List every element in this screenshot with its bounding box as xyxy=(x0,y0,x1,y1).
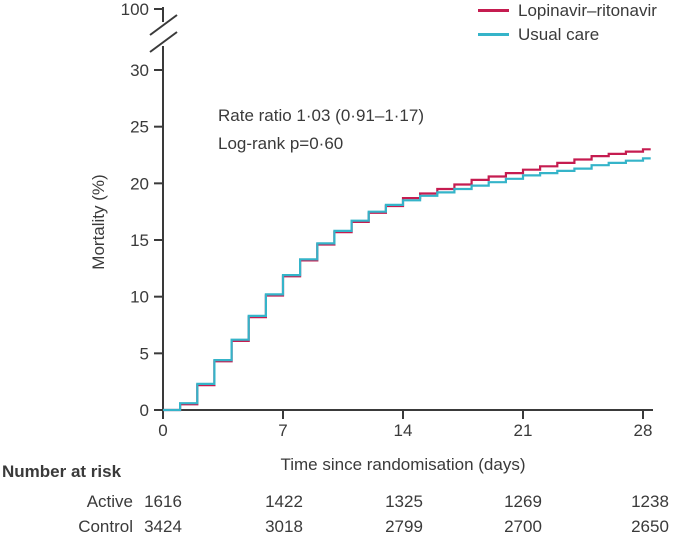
y-tick-label: 15 xyxy=(130,231,149,250)
y-tick-label: 0 xyxy=(140,401,149,420)
legend-label-lopinavir: Lopinavir–ritonavir xyxy=(518,0,657,20)
y-tick-label: 20 xyxy=(130,174,149,193)
lopinavir-curve xyxy=(163,148,651,412)
legend-item-lopinavir: Lopinavir–ritonavir xyxy=(478,0,657,21)
risk-value: 1325 xyxy=(385,492,423,511)
risk-row-active: Active 1616 1422 1325 1269 1238 xyxy=(0,492,680,512)
log-rank-text: Log-rank p=0·60 xyxy=(218,134,344,153)
risk-value: 1269 xyxy=(504,492,542,511)
y-tick-label: 10 xyxy=(130,288,149,307)
risk-value: 3424 xyxy=(144,517,182,536)
y-tick-label: 25 xyxy=(130,118,149,137)
x-tick-label: 28 xyxy=(634,421,653,440)
legend: Lopinavir–ritonavir Usual care xyxy=(478,0,657,45)
legend-label-usual-care: Usual care xyxy=(518,24,600,44)
risk-value: 1238 xyxy=(631,492,669,511)
x-axis-title: Time since randomisation (days) xyxy=(280,455,526,474)
risk-value: 1616 xyxy=(144,492,182,511)
risk-row-control: Control 3424 3018 2799 2700 2650 xyxy=(0,517,680,537)
risk-row-label-active: Active xyxy=(86,492,133,511)
y-tick-label-break: 100 xyxy=(121,0,149,19)
km-chart-canvas: 0 5 10 15 20 25 30 100 0 7 14 21 28 xyxy=(121,0,653,440)
axis-line xyxy=(149,31,178,53)
usual-care-curve xyxy=(163,157,651,412)
risk-value: 2650 xyxy=(631,517,669,536)
usual-care-line-swatch xyxy=(478,33,509,36)
y-tick-label: 5 xyxy=(140,344,149,363)
lopinavir-line-swatch xyxy=(478,9,509,12)
risk-value: 2700 xyxy=(504,517,542,536)
legend-item-usual-care: Usual care xyxy=(478,24,657,45)
stats-annotation: Rate ratio 1·03 (0·91–1·17) Log-rank p=0… xyxy=(218,102,424,158)
risk-value: 1422 xyxy=(265,492,303,511)
x-tick-label: 7 xyxy=(278,421,287,440)
risk-value: 3018 xyxy=(265,517,303,536)
x-tick-label: 0 xyxy=(158,421,167,440)
x-tick-label: 21 xyxy=(514,421,533,440)
y-axis-title: Mortality (%) xyxy=(89,174,108,270)
axis-line xyxy=(149,14,178,36)
x-tick-label: 14 xyxy=(394,421,413,440)
y-tick-label: 30 xyxy=(130,61,149,80)
rate-ratio-text: Rate ratio 1·03 (0·91–1·17) xyxy=(218,106,425,125)
number-at-risk-heading: Number at risk xyxy=(2,462,122,481)
risk-row-label-control: Control xyxy=(78,517,133,536)
risk-value: 2799 xyxy=(385,517,423,536)
